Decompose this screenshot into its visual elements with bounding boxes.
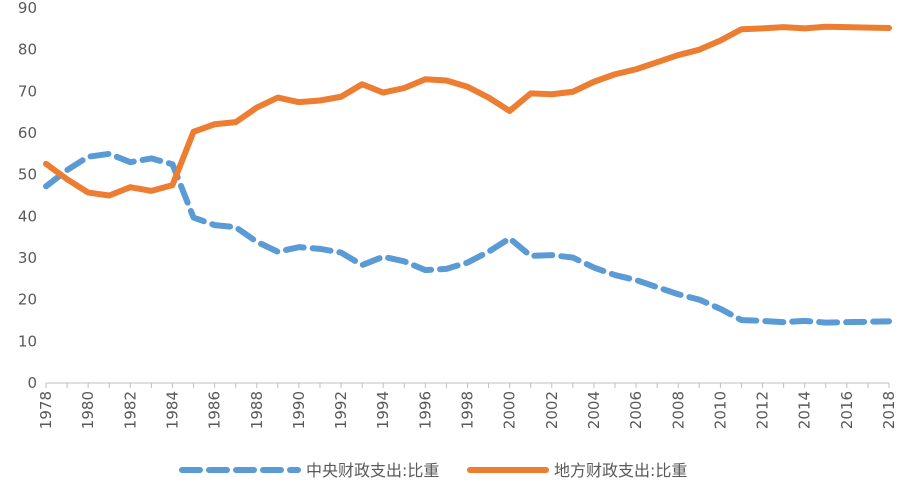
x-tick-label: 1996	[416, 391, 434, 429]
x-tick-label: 2002	[543, 391, 561, 429]
axes	[45, 382, 890, 388]
y-tick-label: 70	[18, 82, 37, 100]
x-tick-label: 2010	[711, 391, 729, 429]
x-tick-label: 1978	[37, 391, 55, 429]
x-tick-label: 2016	[838, 391, 856, 429]
x-tick-label: 1980	[79, 391, 97, 429]
x-tick-label: 1988	[248, 391, 266, 429]
y-tick-label: 90	[18, 0, 37, 17]
x-tick-label: 2004	[585, 391, 603, 429]
y-tick-label: 30	[18, 249, 37, 267]
x-tick-label: 2006	[627, 391, 645, 429]
x-tick-label: 1998	[459, 391, 477, 429]
series-line-central	[43, 150, 892, 326]
y-tick-label: 10	[18, 332, 37, 350]
x-tick-label: 2014	[796, 391, 814, 429]
x-tick-label: 1992	[332, 391, 350, 429]
x-axis-tick-labels: 1978 1980 1982 1984 1986 1988 1990 1992 1994 1996…	[37, 391, 898, 429]
legend-label-central: 中央财政支出:比重	[306, 461, 439, 480]
series-line-local	[43, 23, 892, 199]
y-axis-tick-labels: 0 10 20 30 40 50 60 70 80 90	[18, 0, 37, 392]
x-tick-label: 1984	[163, 391, 181, 429]
y-tick-label: 0	[27, 374, 37, 392]
x-tick-label: 2000	[501, 391, 519, 429]
x-tick-label: 2018	[880, 391, 898, 429]
y-tick-label: 20	[18, 291, 37, 309]
y-tick-label: 80	[18, 41, 37, 59]
y-tick-label: 40	[18, 207, 37, 225]
x-tick-label: 1982	[121, 391, 139, 429]
x-tick-label: 2012	[754, 391, 772, 429]
x-tick-label: 1994	[374, 391, 392, 429]
y-tick-label: 60	[18, 124, 37, 142]
legend: 中央财政支出:比重 地方财政支出:比重	[179, 461, 687, 480]
x-tick-label: 1986	[206, 391, 224, 429]
y-tick-label: 50	[18, 166, 37, 184]
x-tick-label: 2008	[669, 391, 687, 429]
legend-label-local: 地方财政支出:比重	[554, 461, 687, 480]
x-tick-label: 1990	[290, 391, 308, 429]
series-layer	[43, 23, 892, 326]
